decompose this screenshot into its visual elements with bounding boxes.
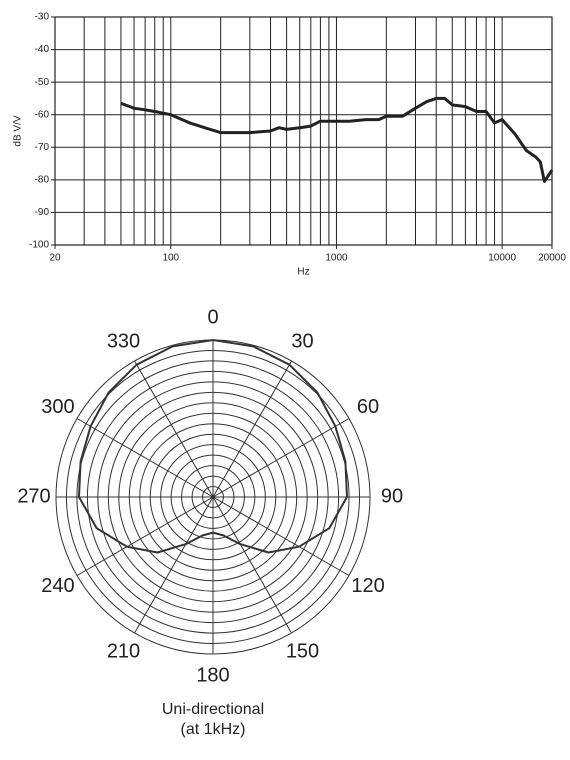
spoke <box>212 496 350 576</box>
angle-label: 90 <box>381 485 403 507</box>
spoke <box>76 496 214 576</box>
spoke <box>212 496 292 634</box>
x-tick-label: 100 <box>162 253 179 264</box>
angle-label: 60 <box>357 396 379 418</box>
y-tick-label: -90 <box>35 207 50 218</box>
x-tick-label: 10000 <box>488 253 516 264</box>
x-tick-label: 20000 <box>538 253 566 264</box>
spoke <box>212 418 350 498</box>
y-axis-label: dB V/V <box>13 115 24 146</box>
angle-label: 30 <box>291 330 313 352</box>
angle-label: 270 <box>17 485 50 507</box>
y-tick-label: -30 <box>35 12 50 23</box>
angle-label: 150 <box>286 640 319 662</box>
polar-pattern <box>78 339 348 554</box>
x-tick-label: 20 <box>49 253 61 264</box>
spoke <box>76 418 214 498</box>
y-tick-label: -70 <box>35 142 50 153</box>
spoke <box>134 360 214 498</box>
y-tick-label: -80 <box>35 174 50 185</box>
caption: Uni-directional <box>162 701 264 718</box>
angle-label: 210 <box>107 640 140 662</box>
angle-label: 240 <box>41 575 74 597</box>
y-tick-label: -50 <box>35 77 50 88</box>
response-curve <box>120 96 554 183</box>
angle-label: 300 <box>41 396 74 418</box>
y-tick-label: -40 <box>35 44 50 55</box>
y-tick-label: -100 <box>29 240 49 251</box>
angle-label: 120 <box>351 575 384 597</box>
x-axis-label: Hz <box>297 267 309 278</box>
spoke <box>212 360 292 498</box>
plot-frame <box>54 16 553 246</box>
angle-label: 0 <box>207 306 218 328</box>
caption: (at 1kHz) <box>181 721 246 738</box>
y-tick-label: -60 <box>35 109 50 120</box>
spoke <box>134 496 214 634</box>
angle-label: 330 <box>107 330 140 352</box>
x-tick-label: 1000 <box>325 253 348 264</box>
angle-label: 180 <box>196 664 229 686</box>
